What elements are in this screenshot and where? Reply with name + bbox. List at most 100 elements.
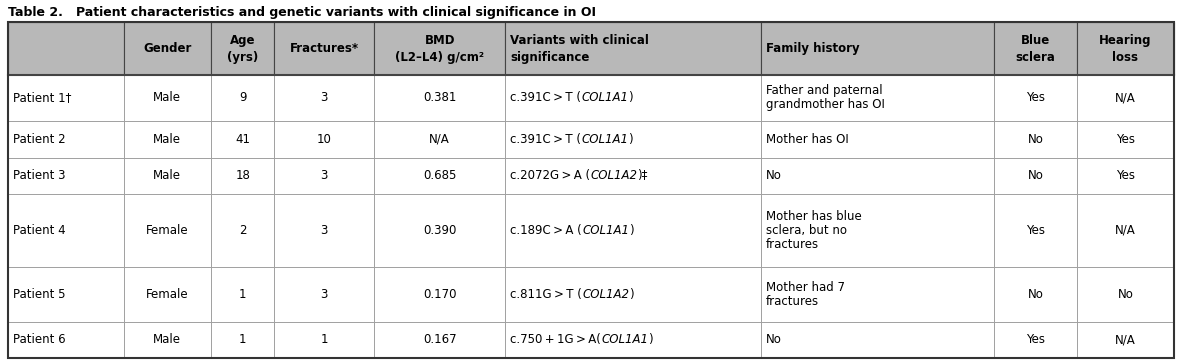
Bar (274, 121, 374, 158)
Bar (505, 194, 760, 267)
Text: 0.390: 0.390 (423, 224, 456, 237)
Text: Patient 3: Patient 3 (13, 169, 65, 182)
Bar (212, 194, 274, 267)
Text: Male: Male (154, 169, 181, 182)
Text: BMD: BMD (424, 34, 455, 47)
Text: 0.167: 0.167 (423, 333, 456, 346)
Text: c.189C > A (: c.189C > A ( (511, 224, 582, 237)
Bar (8, 158, 123, 194)
Bar (8, 75, 123, 121)
Bar (994, 194, 1077, 267)
Bar (760, 321, 994, 358)
Text: 41: 41 (235, 133, 251, 146)
Text: Patient 6: Patient 6 (13, 333, 66, 346)
Text: Mother has OI: Mother has OI (766, 133, 849, 146)
Text: 2: 2 (239, 224, 246, 237)
Bar (505, 267, 760, 321)
Bar (274, 194, 374, 267)
Text: Yes: Yes (1116, 133, 1135, 146)
Bar (505, 121, 760, 158)
Bar (374, 267, 505, 321)
Text: Hearing: Hearing (1099, 34, 1151, 47)
Text: COL1A1: COL1A1 (582, 224, 629, 237)
Bar (123, 75, 212, 121)
Text: Mother had 7: Mother had 7 (766, 281, 845, 294)
Text: ): ) (648, 333, 652, 346)
Text: (L2–L4) g/cm²: (L2–L4) g/cm² (395, 51, 485, 64)
Bar (8, 321, 123, 358)
Bar (123, 158, 212, 194)
Text: Patient 5: Patient 5 (13, 288, 65, 301)
Text: Male: Male (154, 133, 181, 146)
Text: c.811G > T (: c.811G > T ( (511, 288, 583, 301)
Bar (212, 75, 274, 121)
Text: (yrs): (yrs) (227, 51, 259, 64)
Text: No: No (1027, 133, 1044, 146)
Text: No: No (1027, 288, 1044, 301)
Text: fractures: fractures (766, 238, 819, 251)
Text: 3: 3 (320, 224, 327, 237)
Bar (8, 194, 123, 267)
Text: grandmother has OI: grandmother has OI (766, 98, 884, 111)
Text: N/A: N/A (1115, 333, 1136, 346)
Text: COL1A1: COL1A1 (582, 91, 629, 104)
Text: N/A: N/A (429, 133, 450, 146)
Text: Fractures*: Fractures* (290, 42, 358, 55)
Bar (760, 75, 994, 121)
Bar (374, 158, 505, 194)
Text: COL1A1: COL1A1 (602, 333, 648, 346)
Text: Mother has blue: Mother has blue (766, 210, 862, 223)
Text: 9: 9 (239, 91, 246, 104)
Text: ): ) (629, 288, 634, 301)
Text: 0.381: 0.381 (423, 91, 456, 104)
Bar (505, 22, 760, 75)
Text: Patient 4: Patient 4 (13, 224, 66, 237)
Text: 3: 3 (320, 288, 327, 301)
Bar (994, 75, 1077, 121)
Text: c.750 + 1G > A(: c.750 + 1G > A( (511, 333, 602, 346)
Text: 10: 10 (317, 133, 332, 146)
Bar (274, 75, 374, 121)
Bar (760, 121, 994, 158)
Bar (8, 22, 123, 75)
Text: Table 2.   Patient characteristics and genetic variants with clinical significan: Table 2. Patient characteristics and gen… (8, 6, 596, 19)
Bar (123, 321, 212, 358)
Bar (1077, 158, 1174, 194)
Text: sclera: sclera (1015, 51, 1056, 64)
Text: Patient 2: Patient 2 (13, 133, 66, 146)
Text: Age: Age (230, 34, 255, 47)
Text: Gender: Gender (143, 42, 191, 55)
Bar (994, 158, 1077, 194)
Text: COL1A2: COL1A2 (590, 169, 637, 182)
Bar (505, 75, 760, 121)
Bar (274, 158, 374, 194)
Text: ): ) (629, 133, 632, 146)
Bar (212, 267, 274, 321)
Bar (212, 158, 274, 194)
Text: Patient 1†: Patient 1† (13, 91, 71, 104)
Text: c.391C > T (: c.391C > T ( (511, 91, 582, 104)
Bar (274, 22, 374, 75)
Bar (760, 158, 994, 194)
Bar (123, 121, 212, 158)
Bar (212, 22, 274, 75)
Text: Variants with clinical: Variants with clinical (511, 34, 649, 47)
Bar (8, 267, 123, 321)
Text: 1: 1 (239, 333, 246, 346)
Bar (374, 75, 505, 121)
Text: ): ) (629, 91, 632, 104)
Bar (760, 267, 994, 321)
Text: Family history: Family history (766, 42, 859, 55)
Text: Female: Female (145, 224, 189, 237)
Text: loss: loss (1112, 51, 1138, 64)
Bar (212, 321, 274, 358)
Text: N/A: N/A (1115, 91, 1136, 104)
Text: 0.170: 0.170 (423, 288, 456, 301)
Text: 3: 3 (320, 169, 327, 182)
Text: N/A: N/A (1115, 224, 1136, 237)
Bar (994, 267, 1077, 321)
Text: c.2072G > A (: c.2072G > A ( (511, 169, 590, 182)
Bar (505, 321, 760, 358)
Text: 0.685: 0.685 (423, 169, 456, 182)
Bar (760, 194, 994, 267)
